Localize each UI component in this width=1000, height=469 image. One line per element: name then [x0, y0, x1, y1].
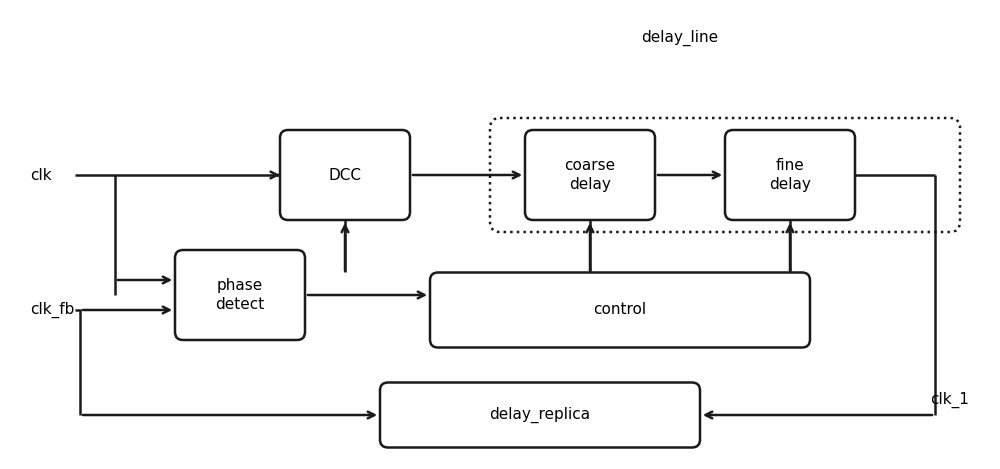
Text: phase
detect: phase detect [215, 278, 265, 312]
Text: coarse
delay: coarse delay [564, 158, 616, 192]
FancyBboxPatch shape [380, 383, 700, 447]
Text: clk: clk [30, 167, 52, 182]
Text: delay_line: delay_line [641, 30, 719, 46]
Text: DCC: DCC [328, 167, 362, 182]
Text: clk_1: clk_1 [930, 392, 969, 408]
Text: clk_fb: clk_fb [30, 302, 74, 318]
Text: control: control [593, 303, 647, 318]
FancyBboxPatch shape [430, 272, 810, 348]
Text: fine
delay: fine delay [769, 158, 811, 192]
FancyBboxPatch shape [525, 130, 655, 220]
FancyBboxPatch shape [725, 130, 855, 220]
Text: delay_replica: delay_replica [489, 407, 591, 423]
FancyBboxPatch shape [280, 130, 410, 220]
FancyBboxPatch shape [175, 250, 305, 340]
